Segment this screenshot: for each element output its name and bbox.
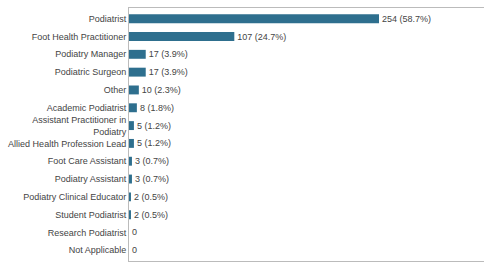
svg-text:5 (1.2%): 5 (1.2%) — [137, 121, 171, 131]
svg-text:10 (2.3%): 10 (2.3%) — [142, 85, 181, 95]
svg-text:Other: Other — [104, 85, 127, 95]
svg-text:Assistant Practitioner inPodia: Assistant Practitioner inPodiatry — [32, 115, 127, 137]
svg-text:5 (1.2%): 5 (1.2%) — [137, 138, 171, 148]
svg-text:Foot Health Practitioner: Foot Health Practitioner — [32, 32, 127, 42]
svg-text:Podiatrist: Podiatrist — [89, 14, 127, 24]
svg-text:Allied Health Profession Lead: Allied Health Profession Lead — [8, 139, 126, 149]
svg-text:3 (0.7%): 3 (0.7%) — [135, 156, 169, 166]
svg-text:Research Podiatrist: Research Podiatrist — [48, 228, 127, 238]
svg-text:3 (0.7%): 3 (0.7%) — [135, 174, 169, 184]
svg-text:17 (3.9%): 17 (3.9%) — [149, 67, 188, 77]
svg-text:8 (1.8%): 8 (1.8%) — [140, 103, 174, 113]
svg-text:Student Podiatrist: Student Podiatrist — [55, 210, 127, 220]
svg-text:2 (0.5%): 2 (0.5%) — [134, 192, 168, 202]
svg-text:0: 0 — [132, 227, 137, 237]
svg-text:Podiatry Clinical Educator: Podiatry Clinical Educator — [23, 192, 126, 202]
svg-text:0: 0 — [132, 245, 137, 255]
svg-text:Podiatry Assistant: Podiatry Assistant — [55, 174, 127, 184]
svg-text:Foot Care Assistant: Foot Care Assistant — [48, 156, 127, 166]
svg-text:107 (24.7%): 107 (24.7%) — [237, 32, 286, 42]
svg-text:Academic Podiatrist: Academic Podiatrist — [47, 103, 127, 113]
svg-text:2 (0.5%): 2 (0.5%) — [134, 210, 168, 220]
svg-text:Not Applicable: Not Applicable — [69, 245, 127, 255]
svg-text:17 (3.9%): 17 (3.9%) — [149, 49, 188, 59]
svg-text:Podiatry Manager: Podiatry Manager — [55, 49, 126, 59]
svg-text:254 (58.7%): 254 (58.7%) — [382, 14, 431, 24]
svg-text:Podiatric Surgeon: Podiatric Surgeon — [55, 67, 127, 77]
